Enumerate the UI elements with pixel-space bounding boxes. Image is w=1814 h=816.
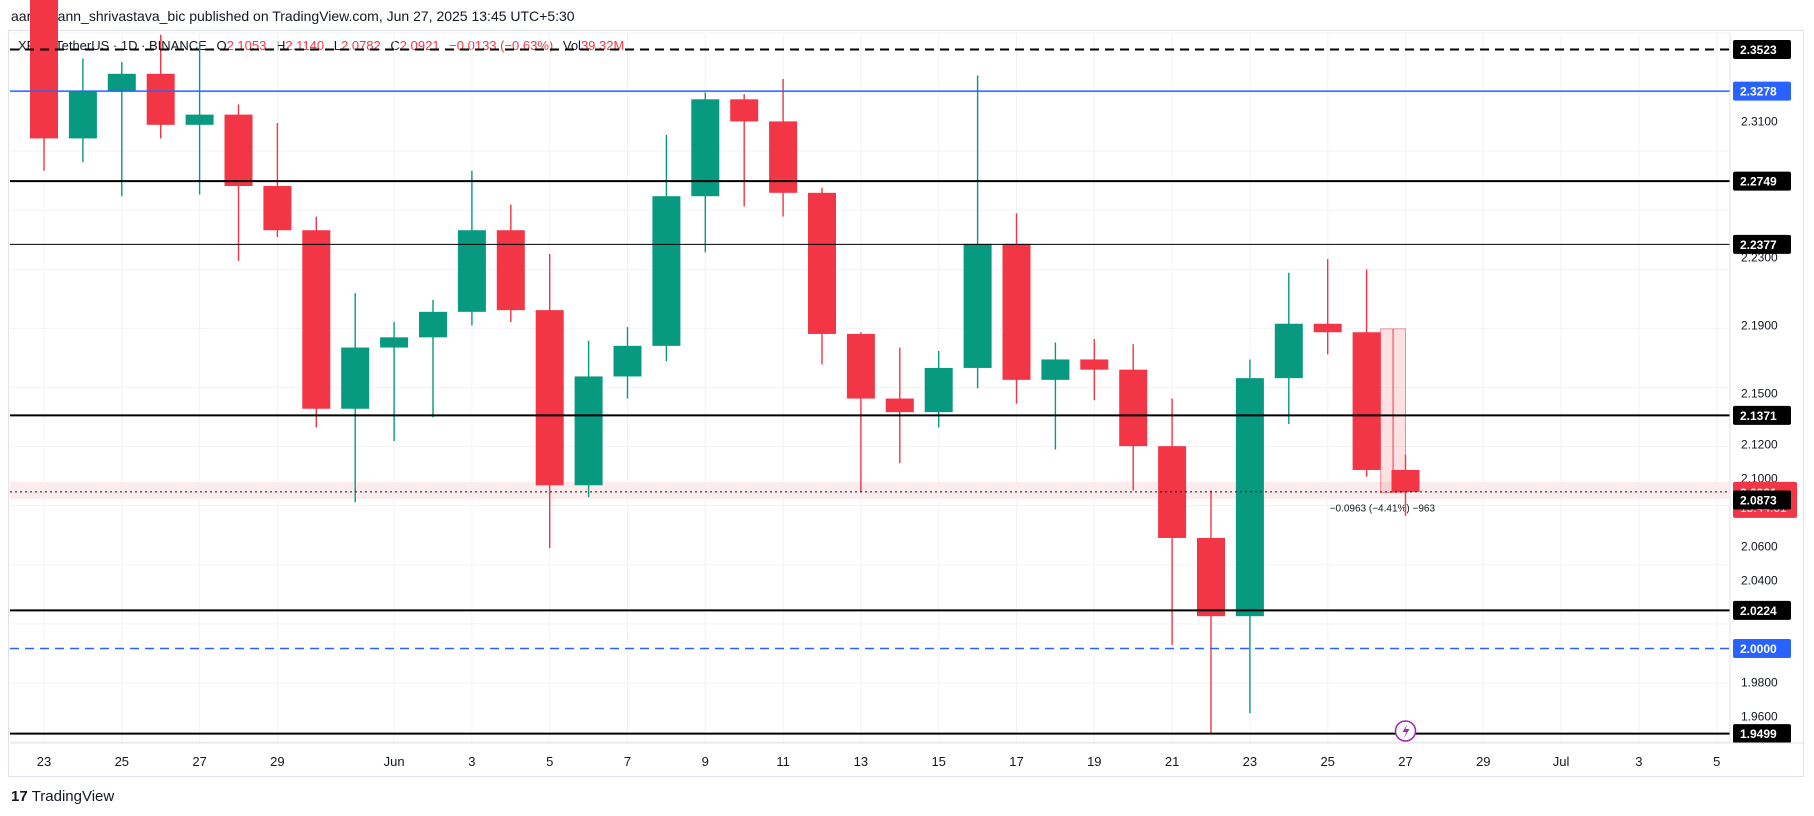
high-value: 2.1140	[285, 38, 325, 53]
tradingview-logo-text: TradingView	[31, 788, 115, 805]
close-value: 2.0921	[399, 38, 440, 53]
low-label: L	[333, 38, 341, 53]
change-value: −0.0133 (−0.63%)	[449, 38, 554, 53]
open-label: O	[216, 38, 227, 53]
tradingview-logo-icon: 17	[11, 788, 28, 805]
volume-value: 39.32M	[580, 38, 625, 53]
chart-frame	[8, 30, 1804, 777]
low-value: 2.0782	[341, 38, 381, 53]
symbol-legend: XRP / TetherUS · 1D · BINANCE O2.1053 H2…	[18, 38, 624, 53]
footer-brand: 17 TradingView	[11, 788, 114, 805]
high-label: H	[275, 38, 286, 53]
publisher-line: aaryamann_shrivastava_bic published on T…	[11, 8, 575, 24]
close-label: C	[390, 38, 400, 53]
volume-label: Vol	[562, 38, 581, 53]
open-value: 2.1053	[226, 38, 267, 53]
symbol-label[interactable]: XRP / TetherUS · 1D · BINANCE	[18, 38, 207, 53]
